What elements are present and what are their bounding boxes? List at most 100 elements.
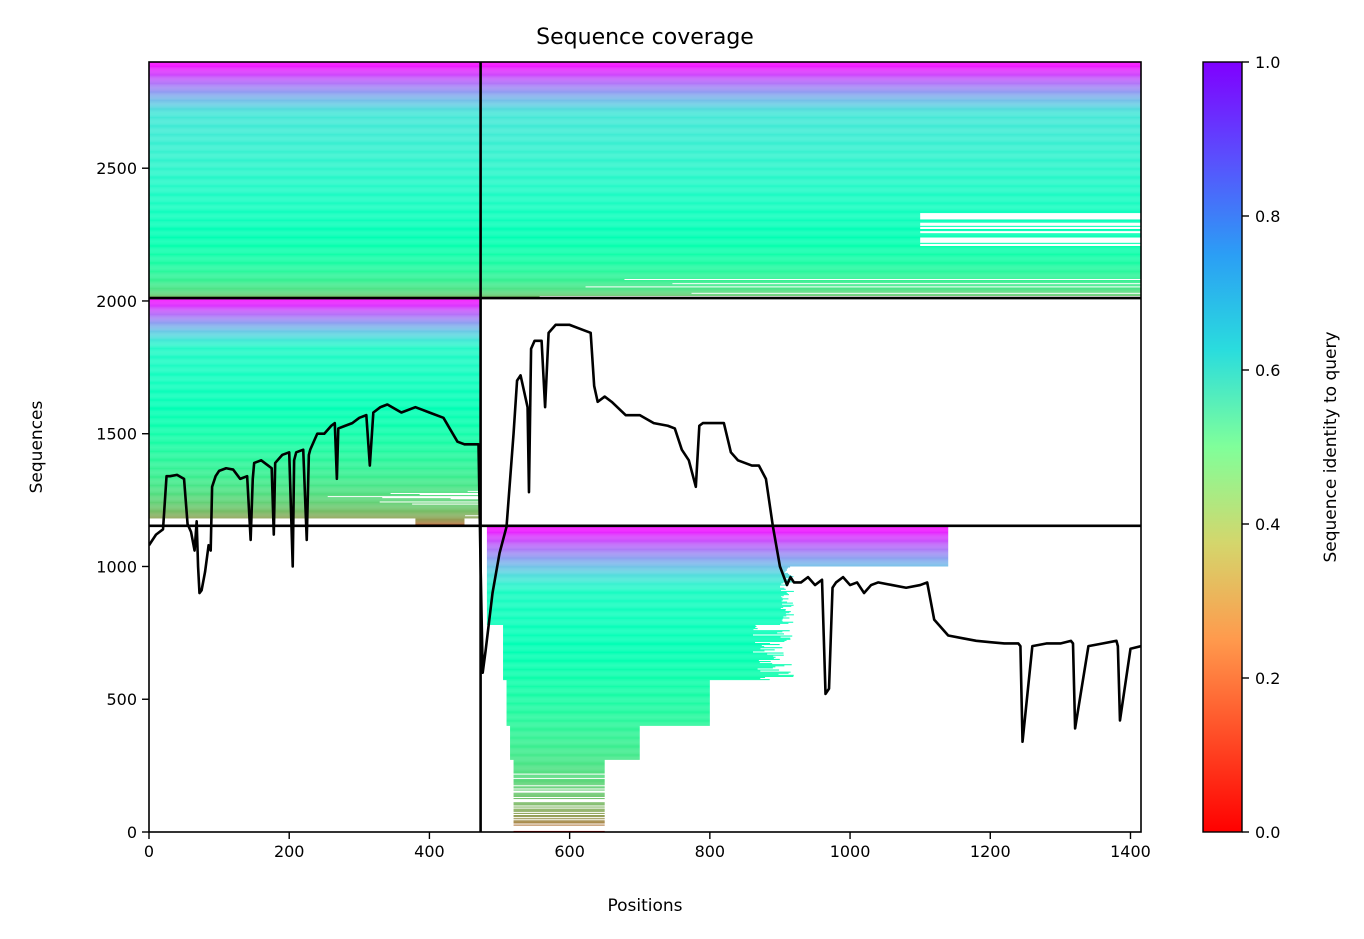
- heatmap-row: [486, 606, 784, 608]
- heatmap-row: [149, 370, 481, 372]
- heatmap-row: [506, 713, 710, 715]
- heatmap-row: [149, 320, 481, 322]
- x-tick-label: 400: [414, 842, 445, 861]
- heatmap-row: [513, 789, 605, 791]
- heatmap-row: [149, 164, 1141, 166]
- heatmap-row: [149, 162, 1141, 164]
- heatmap-row: [486, 623, 781, 625]
- heatmap-row: [149, 467, 481, 469]
- heatmap-row: [149, 463, 481, 465]
- heatmap-row: [486, 580, 791, 582]
- heatmap-row: [486, 618, 783, 620]
- heatmap-row: [149, 434, 481, 436]
- heatmap-row: [506, 687, 710, 689]
- heatmap-row: [149, 205, 1141, 207]
- heatmap-row: [503, 665, 785, 667]
- heatmap-row: [486, 534, 949, 536]
- heatmap-row: [149, 306, 481, 308]
- heatmap-row: [149, 243, 921, 245]
- heatmap-row: [149, 246, 1141, 248]
- heatmap-row: [149, 367, 481, 369]
- heatmap-row: [510, 747, 640, 749]
- heatmap-row: [486, 563, 949, 565]
- heatmap-row: [503, 628, 758, 630]
- heatmap-row: [149, 311, 481, 313]
- heatmap-row: [415, 518, 465, 520]
- heatmap-row: [486, 551, 949, 553]
- heatmap-row: [149, 471, 481, 473]
- heatmap-row: [149, 150, 1141, 152]
- heatmap-row: [513, 765, 605, 767]
- heatmap-row: [506, 680, 710, 682]
- heatmap-row: [149, 331, 481, 333]
- heatmap-row: [415, 522, 465, 524]
- heatmap-row: [510, 741, 640, 743]
- heatmap-row: [486, 588, 786, 590]
- heatmap-row: [486, 597, 783, 599]
- heatmap-row: [149, 279, 1141, 282]
- heatmap-row: [506, 715, 710, 717]
- heatmap-row: [513, 770, 605, 772]
- heatmap-row: [149, 182, 1141, 184]
- heatmap-row: [149, 487, 481, 489]
- heatmap-row: [149, 343, 481, 345]
- heatmap-row: [513, 822, 605, 824]
- heatmap-row: [149, 107, 1141, 109]
- heatmap-row: [149, 260, 1141, 262]
- heatmap-row: [149, 282, 1141, 284]
- heatmap-row: [149, 175, 1141, 177]
- heatmap-row: [506, 723, 710, 725]
- heatmap-row: [486, 589, 782, 591]
- heatmap-row: [149, 419, 481, 421]
- heatmap-row: [149, 198, 1141, 200]
- heatmap-row: [503, 633, 784, 635]
- heatmap-row: [513, 792, 605, 794]
- heatmap-row: [486, 620, 783, 622]
- heatmap-row: [149, 363, 481, 365]
- heatmap-row: [149, 475, 481, 477]
- heatmap-row: [149, 445, 481, 447]
- heatmap-row: [149, 505, 481, 507]
- heatmap-row: [149, 500, 481, 502]
- heatmap-row: [486, 582, 784, 584]
- heatmap-row: [149, 225, 1141, 227]
- heatmap-row: [503, 645, 762, 647]
- heatmap-row: [510, 740, 640, 742]
- x-tick-label: 800: [695, 842, 726, 861]
- heatmap-row: [149, 172, 1141, 174]
- heatmap-row: [486, 602, 793, 604]
- y-tick-label: 1500: [96, 425, 137, 444]
- heatmap-row: [149, 157, 1141, 159]
- heatmap-row: [149, 377, 481, 379]
- heatmap-row: [149, 105, 1141, 107]
- heatmap-row: [149, 323, 481, 325]
- heatmap-row: [149, 502, 481, 504]
- heatmap-row: [149, 85, 1141, 87]
- heatmap-row: [149, 100, 1141, 102]
- heatmap-row: [149, 276, 1141, 278]
- heatmap-row: [486, 548, 949, 550]
- heatmap-row: [149, 347, 481, 349]
- heatmap-row: [149, 94, 1141, 96]
- heatmap-row: [486, 545, 949, 547]
- heatmap-row: [486, 613, 786, 615]
- heatmap-row: [486, 577, 792, 579]
- heatmap-row: [149, 330, 481, 332]
- heatmap-row: [503, 632, 778, 634]
- heatmap-row: [149, 383, 481, 385]
- heatmap-row: [149, 230, 1141, 232]
- heatmap-row: [149, 365, 481, 367]
- heatmap-row: [149, 496, 328, 498]
- heatmap-row: [149, 415, 481, 417]
- heatmap-row: [149, 510, 481, 513]
- heatmap-row: [149, 486, 481, 488]
- heatmap-row: [149, 378, 481, 380]
- heatmap-row: [503, 651, 754, 653]
- colorbar: [1202, 61, 1243, 833]
- heatmap-row: [503, 657, 774, 659]
- coverage-line: [149, 323, 1141, 744]
- heatmap-row: [513, 798, 605, 800]
- heatmap-row: [486, 531, 949, 533]
- heatmap-row: [513, 793, 605, 795]
